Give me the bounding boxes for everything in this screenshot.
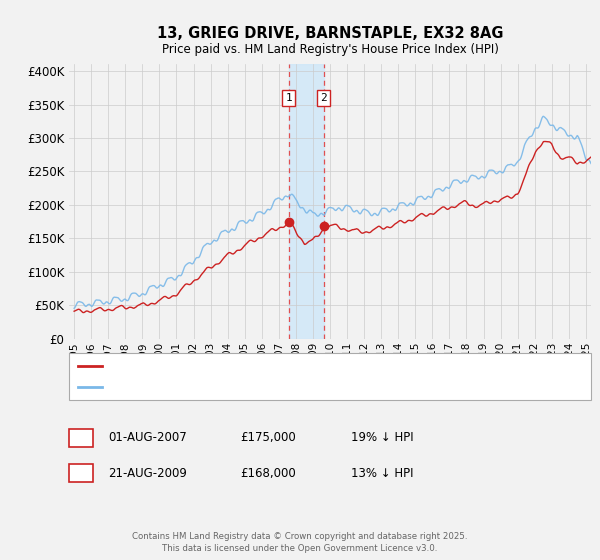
Text: Price paid vs. HM Land Registry's House Price Index (HPI): Price paid vs. HM Land Registry's House …: [161, 43, 499, 55]
Text: 19% ↓ HPI: 19% ↓ HPI: [351, 431, 413, 445]
Text: 13, GRIEG DRIVE, BARNSTAPLE, EX32 8AG: 13, GRIEG DRIVE, BARNSTAPLE, EX32 8AG: [157, 26, 503, 41]
Text: 2: 2: [77, 466, 85, 480]
Text: 01-AUG-2007: 01-AUG-2007: [108, 431, 187, 445]
Bar: [289, 64, 323, 339]
Text: Contains HM Land Registry data © Crown copyright and database right 2025.
This d: Contains HM Land Registry data © Crown c…: [132, 533, 468, 553]
Text: 13, GRIEG DRIVE, BARNSTAPLE, EX32 8AG (semi-detached house): 13, GRIEG DRIVE, BARNSTAPLE, EX32 8AG (s…: [108, 361, 451, 371]
Text: 1: 1: [77, 431, 85, 445]
Text: 2: 2: [320, 93, 327, 103]
Text: £175,000: £175,000: [240, 431, 296, 445]
Text: £168,000: £168,000: [240, 466, 296, 480]
Text: HPI: Average price, semi-detached house, North Devon: HPI: Average price, semi-detached house,…: [108, 382, 395, 392]
Text: 21-AUG-2009: 21-AUG-2009: [108, 466, 187, 480]
Text: 13% ↓ HPI: 13% ↓ HPI: [351, 466, 413, 480]
Text: 1: 1: [286, 93, 292, 103]
